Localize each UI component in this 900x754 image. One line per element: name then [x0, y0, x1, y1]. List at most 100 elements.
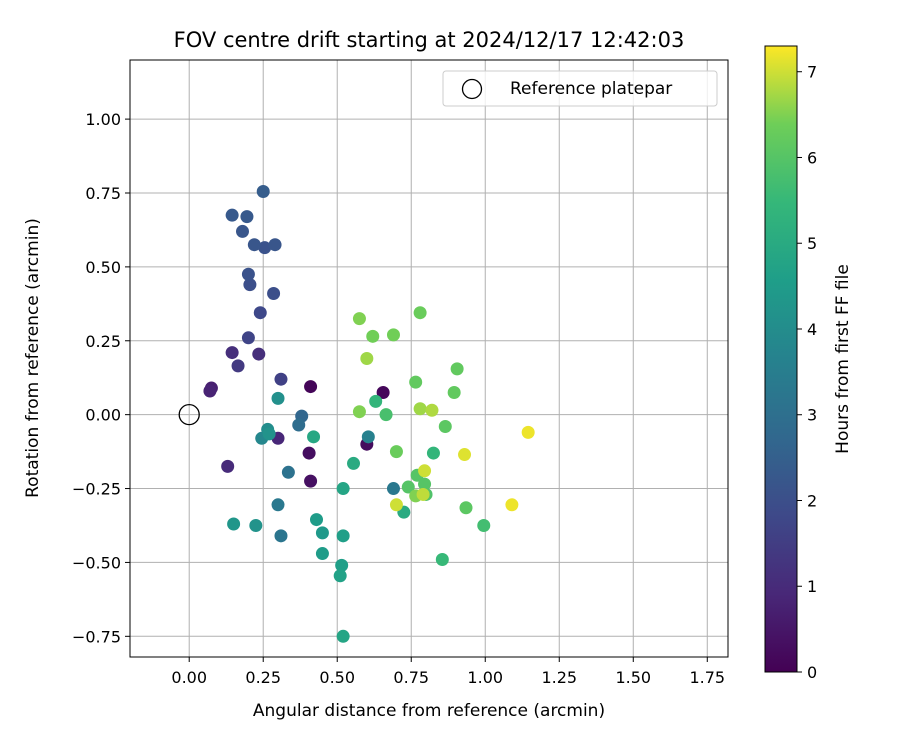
x-tick-label: 0.75: [393, 668, 429, 687]
data-point: [227, 517, 241, 531]
grid-lines: [130, 60, 728, 657]
data-point: [413, 306, 427, 320]
data-point: [240, 210, 254, 224]
data-point: [241, 331, 255, 345]
data-point: [401, 480, 415, 494]
data-point: [360, 352, 374, 365]
data-point: [366, 329, 380, 343]
reference-marker-layer: [178, 404, 200, 426]
x-tick-label: 0.25: [245, 668, 281, 687]
data-point: [435, 552, 449, 566]
data-points: [203, 185, 535, 643]
colorbar-gradient: [765, 46, 797, 672]
data-point: [418, 477, 432, 491]
data-point: [253, 306, 267, 320]
data-point: [418, 464, 432, 478]
chart-title: FOV centre drift starting at 2024/12/17 …: [174, 28, 685, 52]
colorbar-tick-label: 7: [807, 63, 817, 82]
colorbar-tick-label: 1: [807, 577, 817, 596]
data-point: [268, 238, 282, 252]
data-point: [416, 487, 430, 501]
data-point: [235, 224, 249, 238]
data-point: [315, 547, 329, 561]
data-point: [252, 347, 266, 361]
data-point: [459, 501, 473, 515]
x-axis-ticks: 0.00 0.25 0.50 0.75 1.00 1.25 1.50 1.75: [171, 657, 725, 687]
data-point: [262, 427, 276, 441]
data-point: [361, 430, 375, 444]
reference-platepar-marker: [178, 404, 200, 426]
y-tick-label: 0.00: [85, 406, 121, 425]
x-tick-label: 0.00: [171, 668, 207, 687]
y-axis-label: Rotation from reference (arcmin): [23, 218, 43, 498]
colorbar-tick-label: 6: [807, 148, 817, 167]
colorbar: 0 1 2 3 4 5 6 7 Hours from first FF file: [764, 45, 853, 682]
data-point: [425, 403, 439, 417]
y-tick-label: −0.25: [72, 480, 121, 499]
data-point: [307, 430, 321, 444]
data-point: [335, 558, 349, 572]
data-point: [352, 405, 366, 419]
data-point: [302, 446, 316, 460]
x-tick-label: 1.50: [615, 668, 651, 687]
data-point: [389, 445, 403, 459]
y-tick-label: 0.50: [85, 258, 121, 277]
data-point: [249, 518, 263, 532]
data-point: [413, 402, 427, 416]
y-tick-label: −0.50: [72, 553, 121, 572]
data-point: [304, 474, 318, 488]
data-point: [347, 456, 361, 470]
data-point: [304, 380, 318, 394]
data-point: [292, 418, 306, 432]
plot-frame: [129, 59, 729, 658]
data-point: [336, 529, 350, 543]
data-point: [409, 375, 423, 389]
data-point: [376, 385, 390, 399]
data-point: [333, 569, 347, 583]
y-tick-label: 0.25: [85, 332, 121, 351]
data-point: [438, 419, 452, 433]
data-point: [271, 391, 285, 405]
data-point: [310, 513, 324, 527]
y-axis-ticks: −0.75 −0.50 −0.25 0.00 0.25 0.50 0.75 1.00: [72, 110, 130, 646]
colorbar-tick-label: 0: [807, 663, 817, 682]
data-point: [336, 629, 350, 643]
data-point: [379, 408, 393, 422]
colorbar-tick-label: 5: [807, 234, 817, 253]
data-point: [447, 385, 461, 399]
data-point: [386, 328, 400, 342]
colorbar-tick-label: 4: [807, 320, 817, 339]
data-point: [247, 238, 261, 252]
data-point: [256, 185, 270, 199]
data-point: [315, 526, 329, 540]
data-point: [336, 482, 350, 496]
x-tick-label: 1.00: [467, 668, 503, 687]
data-point: [369, 394, 383, 408]
x-tick-label: 1.75: [689, 668, 725, 687]
data-point: [274, 372, 288, 386]
y-tick-label: 0.75: [85, 184, 121, 203]
legend: Reference platepar: [442, 70, 718, 107]
data-point: [505, 498, 519, 512]
colorbar-tick-label: 3: [807, 406, 817, 425]
data-point: [274, 529, 288, 543]
data-point: [241, 267, 255, 281]
data-point: [231, 359, 245, 373]
data-point: [458, 448, 472, 462]
colorbar-ticks: 0 1 2 3 4 5 6 7: [797, 63, 817, 682]
data-point: [203, 384, 217, 398]
data-point: [243, 278, 257, 292]
data-point: [258, 241, 272, 255]
legend-label-reference: Reference platepar: [510, 79, 672, 99]
legend-reference-marker: [461, 78, 483, 100]
data-point: [225, 346, 239, 360]
data-point: [386, 482, 400, 496]
data-point: [389, 498, 403, 512]
legend-box: [442, 70, 718, 107]
x-tick-label: 0.50: [319, 668, 355, 687]
data-point: [426, 446, 440, 460]
colorbar-label: Hours from first FF file: [833, 264, 853, 454]
y-tick-label: 1.00: [85, 110, 121, 129]
